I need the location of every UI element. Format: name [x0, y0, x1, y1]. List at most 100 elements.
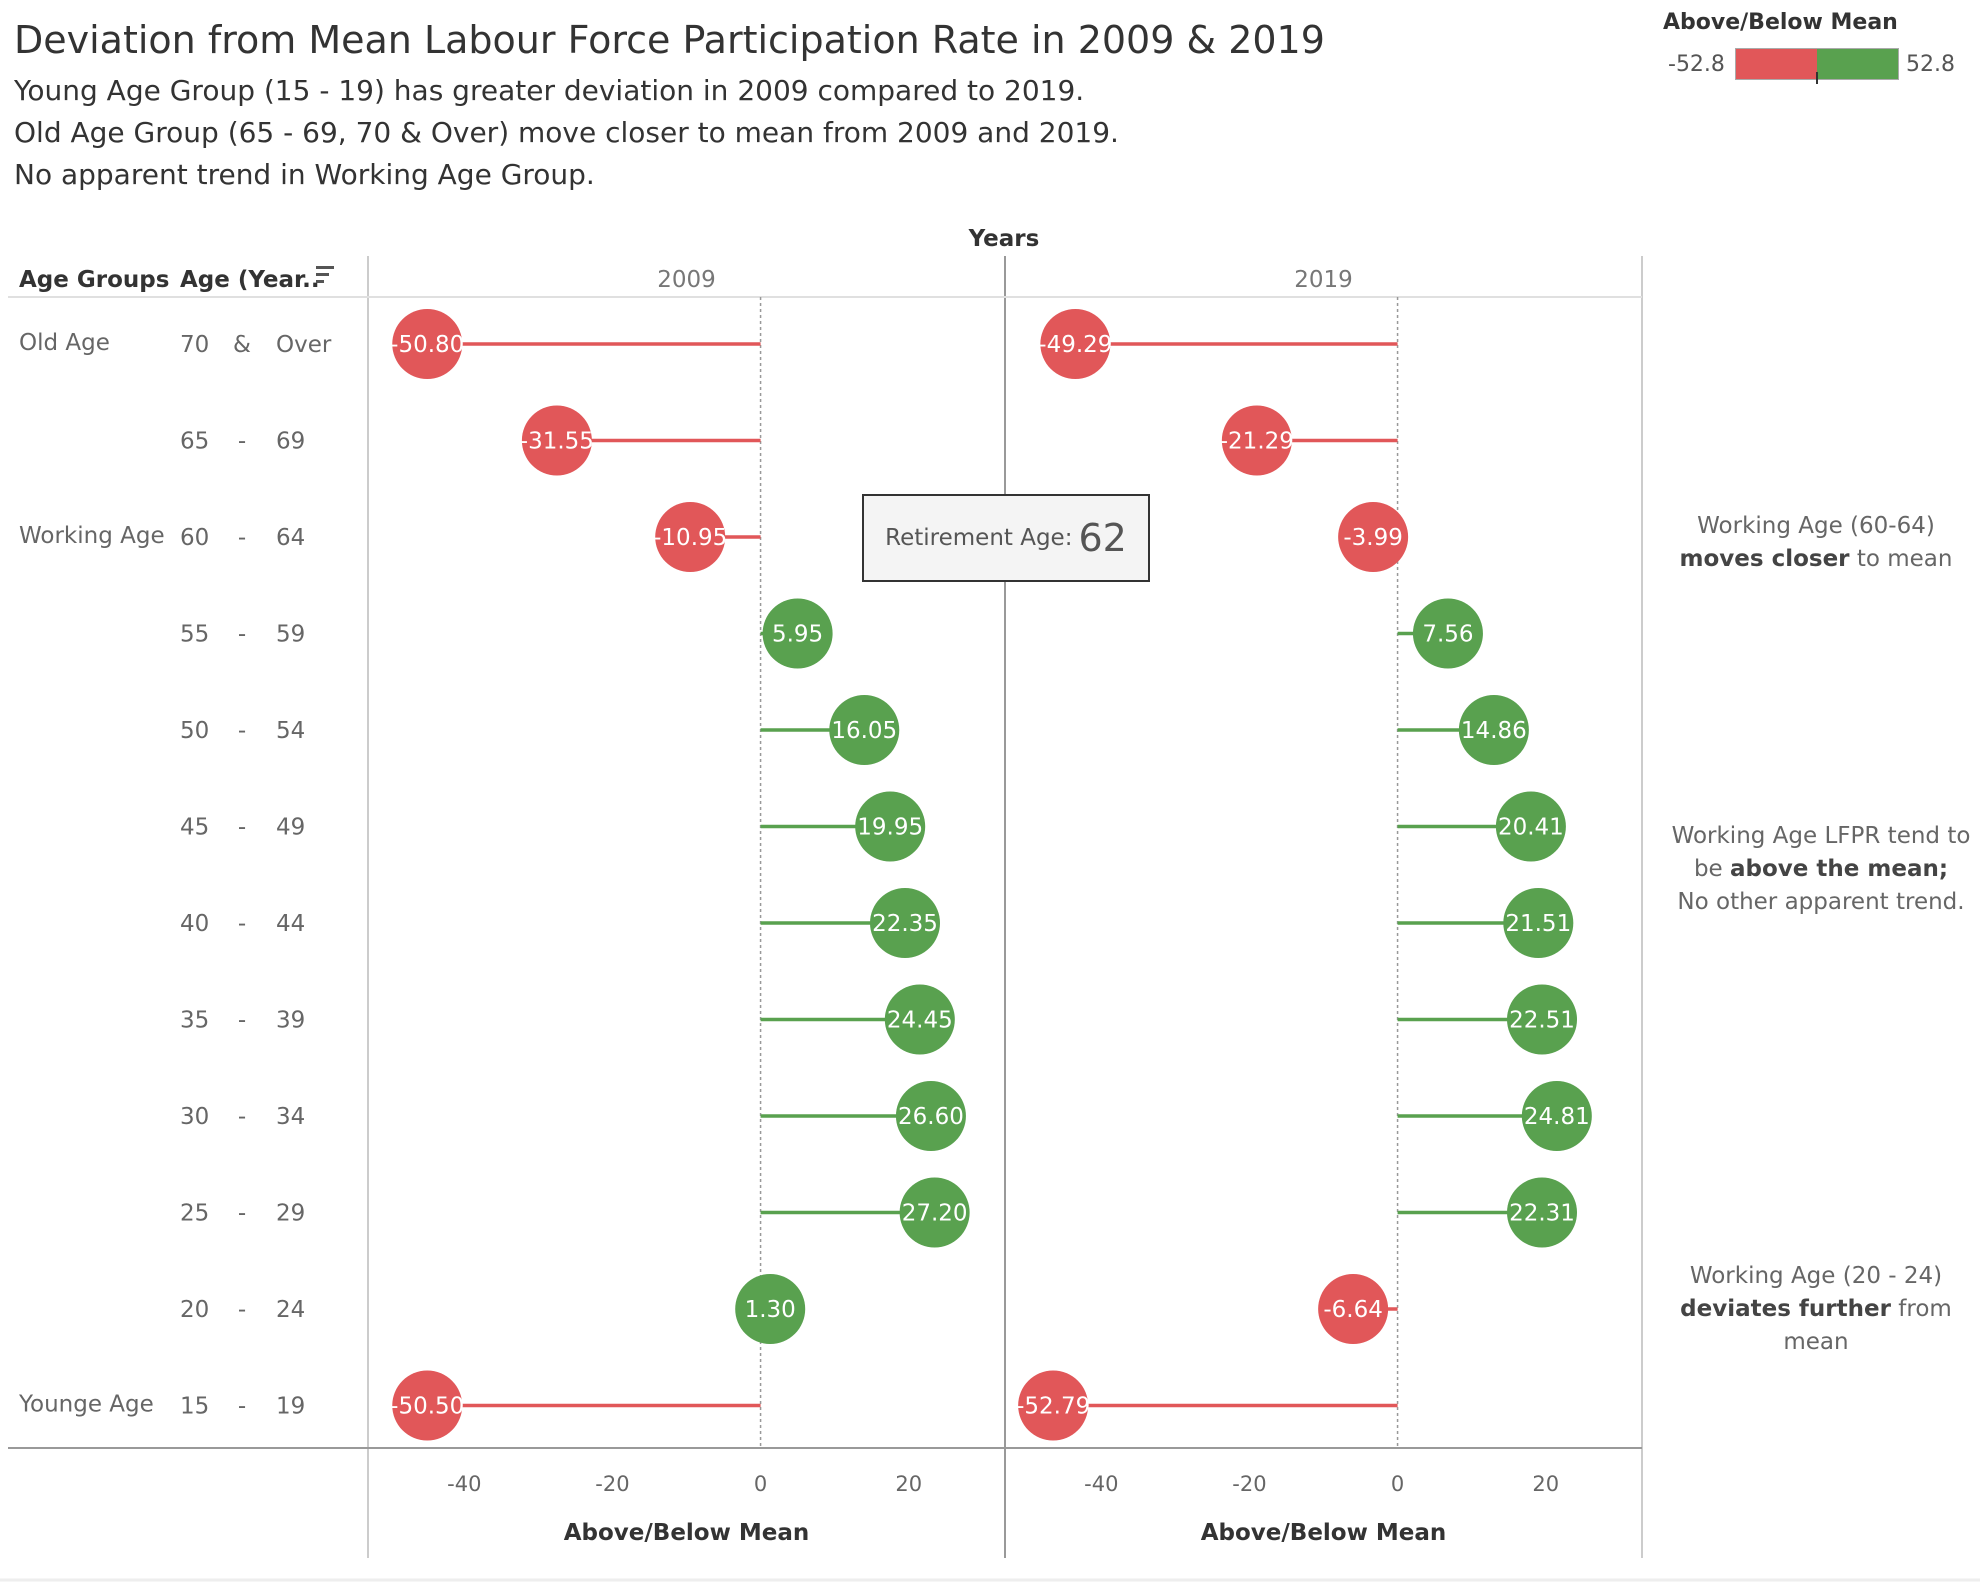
age-separator: -: [238, 1394, 246, 1420]
legend-negative-swatch: [1736, 49, 1817, 79]
x-tick-label: 0: [1391, 1472, 1404, 1496]
row-header-age-groups: Age Groups: [19, 267, 169, 293]
age-separator: -: [238, 1297, 246, 1323]
age-to-label: 19: [276, 1394, 305, 1420]
age-to-label: 69: [276, 429, 305, 455]
lollipop-point: [1040, 309, 1111, 379]
age-separator: -: [238, 1008, 246, 1034]
annotation-2-line-3: No other apparent trend.: [1677, 889, 1965, 915]
retirement-age-callout: Retirement Age: 62: [862, 494, 1150, 582]
age-separator: -: [238, 525, 246, 551]
age-separator: -: [238, 622, 246, 648]
lollipop-point: [895, 1081, 966, 1151]
lollipop-point: [1318, 1274, 1389, 1344]
age-to-label: 54: [276, 718, 305, 744]
lollipop-point: [855, 791, 926, 862]
data-label: 16.05: [831, 718, 897, 744]
age-to-label: 24: [276, 1297, 305, 1323]
data-label: 22.35: [872, 911, 938, 937]
age-separator: &: [233, 332, 251, 358]
legend-title: Above/Below Mean: [1663, 10, 1898, 35]
age-to-label: 64: [276, 525, 305, 551]
x-tick-label: 20: [1532, 1472, 1559, 1496]
data-label: -21.29: [1220, 429, 1294, 455]
lollipop-point: [392, 1370, 463, 1441]
sort-icon[interactable]: [316, 266, 334, 283]
lollipop-point: [899, 1177, 970, 1248]
lollipop-point: [1338, 502, 1409, 572]
data-label: -6.64: [1323, 1297, 1383, 1323]
lollipop-point: [870, 888, 941, 958]
lollipop-point: [1507, 1177, 1578, 1248]
subtitle-line-1: Young Age Group (15 - 19) has greater de…: [14, 74, 1085, 107]
data-label: 5.95: [772, 622, 823, 648]
lollipop-point: [1412, 598, 1483, 669]
x-tick-label: -20: [1232, 1472, 1266, 1496]
lollipop-point: [1458, 695, 1529, 765]
annotation-2-line-1: Working Age LFPR tend to: [1671, 823, 1971, 849]
data-label: -50.80: [390, 332, 464, 358]
data-label: 26.60: [898, 1104, 964, 1130]
age-from-label: 20: [180, 1297, 209, 1323]
age-to-label: Over: [276, 332, 332, 358]
data-label: -49.29: [1038, 332, 1112, 358]
data-label: 1.30: [745, 1297, 796, 1323]
lollipop-point: [1495, 791, 1566, 862]
lollipop-point: [829, 695, 900, 765]
data-label: -10.95: [653, 525, 727, 551]
data-label: 20.41: [1498, 815, 1564, 841]
chart-frame: [0, 256, 1980, 1582]
annotation-1-tail: to mean: [1849, 546, 1953, 572]
lollipop-point: [1221, 405, 1292, 476]
age-from-label: 25: [180, 1201, 209, 1227]
x-tick-label: -40: [1084, 1472, 1118, 1496]
annotation-1-line-1: Working Age (60-64): [1697, 513, 1935, 539]
age-from-label: 45: [180, 815, 209, 841]
subtitle-line-3: No apparent trend in Working Age Group.: [14, 158, 595, 191]
lollipop-point: [392, 309, 463, 379]
age-to-label: 59: [276, 622, 305, 648]
annotation-2-lead: be: [1693, 856, 1731, 882]
age-separator: -: [238, 815, 246, 841]
age-from-label: 55: [180, 622, 209, 648]
panel-2009: 2009 -40 -20 0 20 Above/Below Mean -50.80 -31.5…: [390, 267, 970, 1546]
x-axis-label: Above/Below Mean: [1201, 1520, 1447, 1546]
x-tick-label: -40: [447, 1472, 481, 1496]
data-label: 27.20: [902, 1201, 968, 1227]
legend-min-label: -52.8: [1668, 52, 1725, 77]
lollipop-point: [884, 984, 955, 1055]
legend-positive-swatch: [1817, 49, 1898, 79]
age-to-label: 29: [276, 1201, 305, 1227]
age-separator: -: [238, 911, 246, 937]
age-to-label: 34: [276, 1104, 305, 1130]
year-header-2019: 2019: [1294, 267, 1353, 293]
age-separator: -: [238, 1201, 246, 1227]
legend-zero-tick: [1816, 72, 1818, 84]
age-from-label: 35: [180, 1008, 209, 1034]
lollipop-point: [655, 502, 726, 572]
age-from-label: 30: [180, 1104, 209, 1130]
legend-max-label: 52.8: [1906, 52, 1955, 77]
annotation-3-emphasis: deviates further: [1680, 1296, 1891, 1322]
x-tick-label: -20: [595, 1472, 629, 1496]
annotation-1-emphasis: moves closer: [1679, 546, 1850, 572]
annotation-working-age-trend: Working Age LFPR tend to be above the me…: [1656, 820, 1980, 919]
data-label: 22.51: [1509, 1008, 1575, 1034]
legend-color-ramp[interactable]: [1735, 48, 1899, 80]
chart-title: Deviation from Mean Labour Force Partici…: [14, 18, 1325, 62]
chart-panels: 2009 -40 -20 0 20 Above/Below Mean -50.80 -31.5…: [390, 267, 1592, 1546]
panel-2019: 2019 -40 -20 0 20 Above/Below Mean -49.29 -21.2…: [1016, 267, 1592, 1546]
annotation-2-emphasis: above the mean;: [1730, 856, 1949, 882]
data-label: -52.79: [1016, 1394, 1090, 1420]
age-to-label: 44: [276, 911, 305, 937]
lollipop-point: [1521, 1081, 1592, 1151]
data-label: 14.86: [1461, 718, 1527, 744]
data-label: 24.45: [887, 1008, 953, 1034]
retirement-age-value: 62: [1078, 516, 1127, 560]
age-group-label: Working Age: [19, 523, 165, 549]
lollipop-point: [762, 598, 833, 669]
age-from-label: 40: [180, 911, 209, 937]
lollipop-point: [1503, 888, 1574, 958]
data-label: -3.99: [1343, 525, 1403, 551]
